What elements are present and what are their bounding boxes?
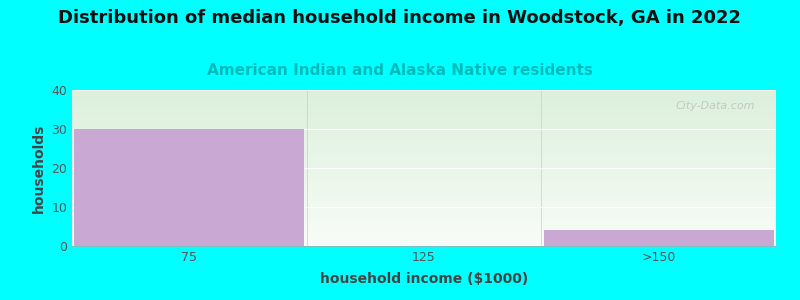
Text: Distribution of median household income in Woodstock, GA in 2022: Distribution of median household income … [58,9,742,27]
Bar [544,230,774,246]
X-axis label: household income ($1000): household income ($1000) [320,272,528,286]
Bar [74,129,304,246]
Text: American Indian and Alaska Native residents: American Indian and Alaska Native reside… [207,63,593,78]
Y-axis label: households: households [32,123,46,213]
Text: City-Data.com: City-Data.com [675,101,755,111]
